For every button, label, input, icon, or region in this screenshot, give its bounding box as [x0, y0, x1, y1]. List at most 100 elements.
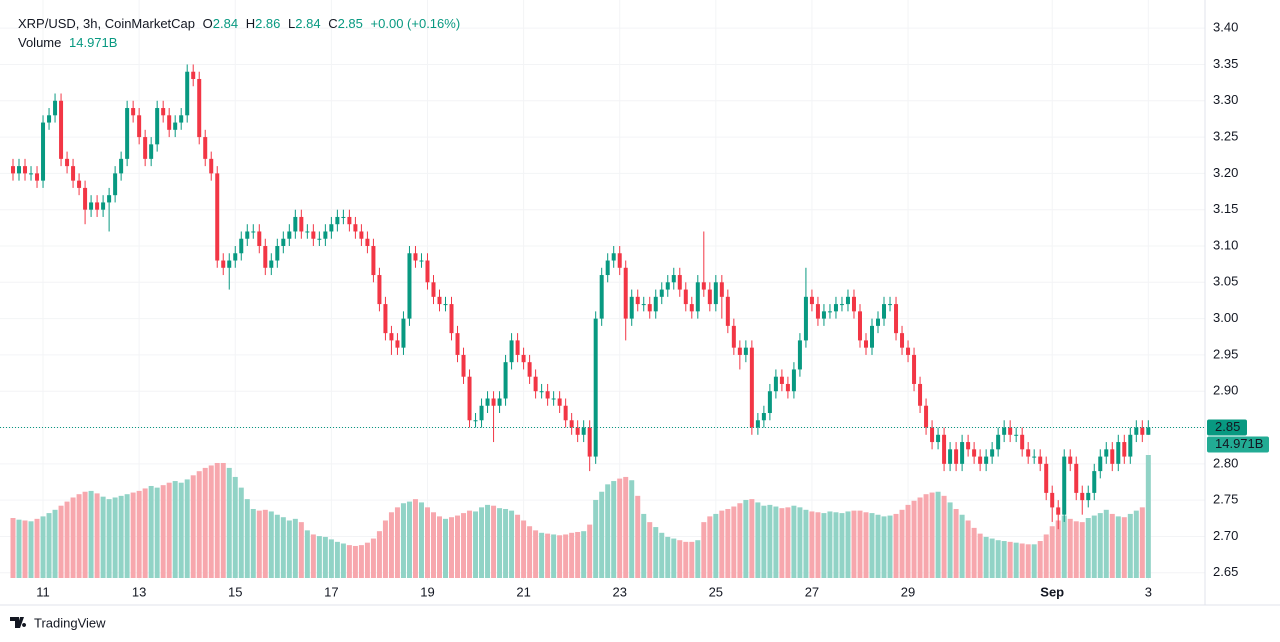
candle-body — [737, 347, 742, 355]
volume-bar — [28, 521, 34, 578]
candle-body — [473, 420, 478, 422]
candle-body — [173, 122, 178, 130]
volume-bar — [406, 501, 412, 578]
y-tick-label: 3.10 — [1213, 237, 1238, 252]
volume-bar — [328, 539, 334, 578]
volume-bar — [647, 522, 653, 578]
volume-bar — [719, 510, 725, 578]
volume-bar — [929, 492, 935, 578]
volume-bar — [773, 506, 779, 578]
candle-body — [125, 108, 130, 159]
y-tick-label: 2.75 — [1213, 492, 1238, 507]
candle-body — [755, 420, 760, 428]
candle-body — [461, 354, 466, 377]
candle-body — [924, 405, 929, 428]
candle-body — [71, 166, 76, 181]
candle-body — [659, 289, 664, 297]
volume-bar — [725, 508, 731, 578]
volume-bar — [160, 485, 166, 578]
candle-body — [317, 238, 322, 240]
volume-bar — [815, 512, 821, 578]
candle-body — [743, 347, 748, 355]
brand-logo: TradingView — [10, 615, 106, 630]
volume-bar — [40, 516, 46, 578]
candle-body — [131, 108, 136, 116]
candle-body — [803, 296, 808, 341]
x-tick-label: 11 — [36, 584, 50, 599]
candle-body — [101, 202, 106, 210]
volume-bar — [304, 530, 310, 578]
volume-bar — [767, 504, 773, 578]
volume-bar — [82, 491, 88, 578]
candle-body — [215, 173, 220, 261]
candle-body — [107, 195, 112, 203]
volume-bar — [749, 499, 755, 578]
volume-bar — [334, 541, 340, 578]
y-tick-label: 2.80 — [1213, 455, 1238, 470]
x-tick-label: 29 — [901, 584, 915, 599]
volume-bar — [34, 518, 40, 578]
volume-bar — [262, 509, 268, 578]
legend-row: XRP/USD, 3h, CoinMarketCap O2.84 H2.86 L… — [18, 16, 460, 31]
volume-bar — [905, 504, 911, 578]
volume-bar — [274, 514, 280, 578]
volume-bar — [238, 487, 244, 578]
candle-body — [209, 158, 214, 174]
volume-bar — [1097, 513, 1103, 578]
candle-body — [767, 391, 772, 414]
volume-bar — [412, 499, 418, 578]
volume-bar — [509, 510, 515, 578]
volume-bar — [809, 511, 815, 578]
volume-bar — [491, 505, 497, 578]
candle-body — [845, 296, 850, 305]
candle-body — [960, 442, 965, 464]
candle-body — [587, 427, 592, 457]
candle-body — [990, 449, 995, 457]
candle-body — [1068, 456, 1073, 464]
volume-bar — [839, 513, 845, 578]
volume-bar — [593, 499, 599, 578]
price-tag-label: 2.85 — [1215, 419, 1240, 434]
candle-body — [575, 427, 580, 435]
candle-body — [95, 202, 100, 210]
x-tick-label: 23 — [612, 584, 626, 599]
volume-bar — [94, 493, 100, 578]
volume-bar — [226, 467, 232, 578]
candle-body — [635, 296, 640, 305]
y-tick-label: 3.15 — [1213, 201, 1238, 216]
candle-body — [653, 296, 658, 312]
candle-body — [239, 238, 244, 254]
volume-bar — [322, 536, 328, 578]
candle-body — [833, 304, 838, 312]
candle-body — [203, 137, 208, 159]
volume-name: Volume — [18, 35, 61, 50]
volume-bar — [941, 495, 947, 578]
volume-bar — [364, 542, 370, 578]
y-tick-label: 3.25 — [1213, 129, 1238, 144]
ohlc-key: L — [288, 16, 295, 31]
volume-bar — [449, 517, 455, 578]
candle-body — [581, 427, 586, 435]
volume-bar — [791, 505, 797, 578]
candle-body — [155, 108, 160, 145]
candle-body — [395, 340, 400, 348]
volume-bar — [845, 511, 851, 578]
volume-bar — [358, 545, 364, 578]
candle-body — [527, 362, 532, 377]
candle-body — [83, 187, 88, 210]
volume-bar — [244, 499, 250, 578]
volume-bar — [22, 520, 28, 578]
candle-body — [329, 224, 334, 232]
candle-body — [1080, 492, 1085, 501]
candle-body — [161, 108, 166, 116]
volume-bar — [1133, 510, 1139, 578]
volume-bar — [875, 514, 881, 578]
candle-body — [1002, 427, 1007, 435]
candle-body — [701, 282, 706, 290]
candle-body — [773, 376, 778, 392]
volume-bar — [629, 480, 635, 578]
candle-body — [623, 267, 628, 319]
volume-bar — [743, 499, 749, 578]
volume-bar — [827, 511, 833, 578]
volume-bar — [106, 499, 112, 578]
